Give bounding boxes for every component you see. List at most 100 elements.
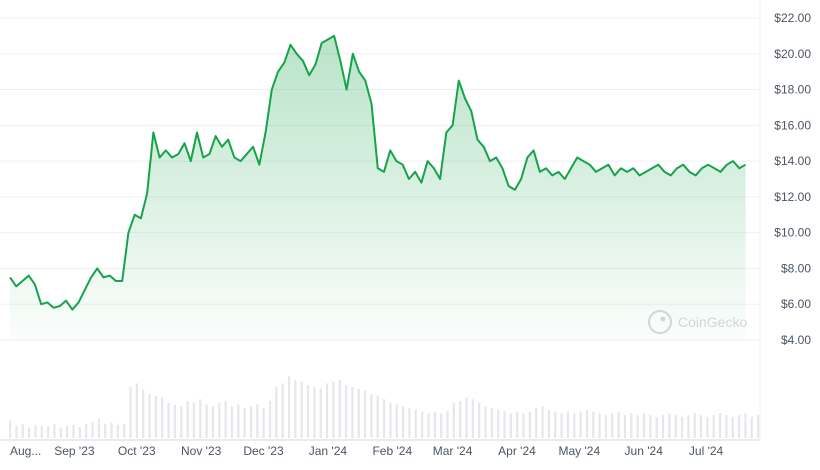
- volume-bar: [471, 399, 474, 438]
- volume-bar: [376, 395, 379, 438]
- volume-bar: [566, 411, 570, 438]
- volume-bar: [28, 427, 31, 438]
- volume-bar: [693, 413, 696, 438]
- volume-bar: [338, 379, 341, 438]
- volume-bar: [446, 411, 449, 438]
- volume-bar: [554, 411, 557, 438]
- volume-bar: [237, 404, 240, 438]
- volume-bar: [262, 408, 265, 438]
- volume-bar: [750, 416, 753, 438]
- volume-bar: [383, 399, 386, 438]
- volume-bar: [560, 413, 563, 438]
- volume-bar: [655, 416, 658, 438]
- volume-bar: [630, 413, 633, 438]
- volume-bar: [509, 413, 512, 438]
- volume-bar: [66, 425, 69, 438]
- volume-bars: [9, 376, 760, 438]
- volume-bar: [490, 408, 493, 438]
- x-tick-label: Feb '24: [372, 444, 412, 458]
- volume-bar: [161, 397, 164, 438]
- volume-bar: [757, 415, 760, 438]
- volume-bar: [579, 411, 582, 438]
- volume-bar: [230, 406, 234, 438]
- volume-bar: [281, 383, 284, 438]
- x-tick-label: Oct '23: [118, 444, 156, 458]
- volume-bar: [592, 411, 595, 438]
- volume-bar: [598, 413, 601, 438]
- y-tick-label: $20.00: [774, 47, 811, 61]
- volume-bar: [484, 406, 487, 438]
- volume-bar: [218, 402, 221, 438]
- volume-bar: [205, 404, 208, 438]
- volume-bar: [167, 402, 170, 438]
- volume-bar: [123, 423, 126, 438]
- volume-bar: [636, 415, 639, 438]
- volume-bar: [737, 415, 741, 438]
- volume-bar: [300, 381, 303, 438]
- x-tick-label: Nov '23: [181, 444, 222, 458]
- volume-bar: [617, 411, 620, 438]
- volume-bar: [325, 383, 329, 438]
- gecko-logo-icon: [648, 310, 672, 334]
- y-tick-label: $12.00: [774, 190, 811, 204]
- gecko-eye-icon: [660, 316, 666, 322]
- volume-bar: [135, 383, 138, 438]
- price-area-fill: [10, 35, 746, 340]
- volume-bar: [421, 411, 424, 438]
- volume-bar: [604, 415, 608, 438]
- volume-bar: [319, 388, 322, 438]
- volume-bar: [211, 406, 215, 438]
- volume-bar: [249, 406, 253, 438]
- x-tick-label: Sep '23: [54, 444, 95, 458]
- volume-bar: [180, 406, 183, 438]
- volume-bar: [47, 426, 50, 438]
- volume-bar: [408, 408, 411, 438]
- volume-bar: [186, 401, 189, 438]
- volume-bar: [370, 394, 373, 438]
- watermark-text: CoinGecko: [678, 314, 747, 330]
- volume-bar: [503, 411, 506, 438]
- volume-bar: [256, 404, 259, 438]
- volume-bar: [535, 408, 538, 438]
- volume-bar: [680, 416, 684, 438]
- volume-bar: [332, 381, 335, 438]
- x-tick-label: Jul '24: [689, 444, 724, 458]
- volume-bar: [478, 402, 481, 438]
- price-line: [9, 34, 747, 311]
- volume-bar: [104, 423, 107, 438]
- volume-bar: [91, 422, 94, 438]
- x-tick-label: May '24: [558, 444, 600, 458]
- x-tick-label: Jun '24: [625, 444, 664, 458]
- volume-bar: [547, 409, 551, 438]
- volume-bar: [414, 409, 417, 438]
- volume-bar: [516, 411, 519, 438]
- volume-bar: [528, 411, 531, 438]
- volume-bar: [699, 415, 703, 438]
- volume-bar: [718, 413, 722, 438]
- volume-bar: [541, 406, 544, 438]
- volume-bar: [573, 413, 576, 438]
- volume-bar: [459, 401, 462, 438]
- x-tick-label: Jan '24: [309, 444, 348, 458]
- y-tick-label: $18.00: [774, 83, 811, 97]
- volume-bar: [294, 379, 297, 438]
- volume-bar: [9, 420, 12, 438]
- volume-bar: [72, 424, 75, 438]
- y-tick-label: $10.00: [774, 226, 811, 240]
- y-tick-label: $8.00: [781, 261, 811, 275]
- volume-bar: [148, 394, 151, 438]
- volume-bar: [623, 415, 627, 438]
- volume-bar: [395, 404, 398, 438]
- volume-bar: [389, 402, 392, 438]
- volume-bar: [674, 415, 677, 438]
- volume-bar: [452, 402, 455, 438]
- volume-bar: [585, 409, 589, 438]
- volume-bar: [706, 416, 709, 438]
- volume-bar: [192, 402, 196, 438]
- y-tick-label: $14.00: [774, 154, 811, 168]
- x-tick-label: Aug...: [10, 444, 41, 458]
- volume-bar: [15, 425, 18, 438]
- volume-bar: [110, 423, 113, 438]
- volume-bar: [351, 386, 354, 438]
